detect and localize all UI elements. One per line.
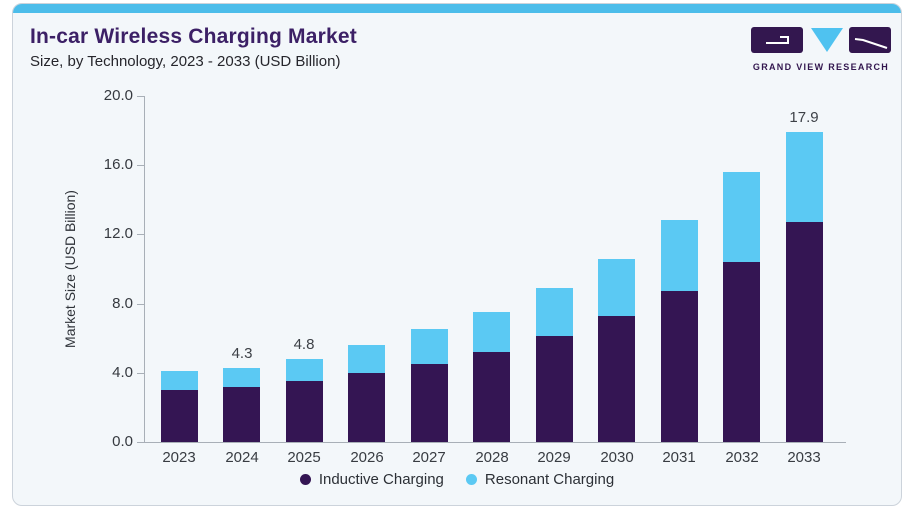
bar-segment-resonant (661, 220, 698, 291)
chart-subtitle: Size, by Technology, 2023 - 2033 (USD Bi… (30, 53, 341, 70)
legend-dot-icon (465, 474, 477, 485)
y-tick-mark (137, 442, 144, 443)
bar-segment-inductive (598, 316, 635, 442)
legend-label: Resonant Charging (484, 471, 615, 488)
y-tick-label: 20.0 (103, 87, 133, 104)
bar-segment-inductive (786, 222, 823, 442)
bar-segment-inductive (348, 373, 385, 442)
x-tick-label: 2025 (287, 449, 321, 466)
legend-item: Inductive Charging (299, 471, 444, 488)
y-axis-line (144, 96, 145, 443)
bar-segment-inductive (661, 291, 698, 442)
bar-segment-resonant (223, 368, 260, 387)
gvr-logo: GRAND VIEW RESEARCH (751, 27, 891, 72)
x-axis-line (144, 442, 846, 443)
y-tick-label: 8.0 (112, 295, 133, 312)
bar-segment-resonant (161, 371, 198, 390)
y-tick-mark (137, 373, 144, 374)
bar-segment-inductive (161, 390, 198, 442)
x-tick-label: 2024 (225, 449, 259, 466)
y-tick-mark (137, 234, 144, 235)
y-tick-mark (137, 304, 144, 305)
legend-dot-icon (299, 474, 311, 485)
bar-value-label: 4.8 (293, 336, 315, 353)
y-tick-label: 0.0 (112, 433, 133, 450)
y-axis-title: Market Size (USD Billion) (62, 190, 78, 348)
legend: Inductive Charging Resonant Charging (13, 471, 901, 488)
x-tick-label: 2028 (475, 449, 509, 466)
y-tick-label: 16.0 (103, 156, 133, 173)
plot-area: Market Size (USD Billion) 0.0 4.0 8.0 12.0 1… (13, 4, 901, 505)
bar-segment-inductive (536, 336, 573, 442)
bar-value-label: 17.9 (789, 109, 819, 126)
bar-segment-inductive (723, 262, 760, 442)
bar-segment-resonant (723, 172, 760, 262)
bar-segment-resonant (286, 359, 323, 381)
gvr-logo-mark (751, 27, 891, 53)
bar-segment-resonant (536, 288, 573, 336)
bar-segment-inductive (223, 387, 260, 442)
chart-title: In-car Wireless Charging Market (30, 25, 357, 48)
bar-segment-inductive (411, 364, 448, 442)
bar-segment-resonant (786, 132, 823, 222)
y-tick-mark (137, 165, 144, 166)
y-tick-mark (137, 96, 144, 97)
x-tick-label: 2033 (787, 449, 821, 466)
x-tick-label: 2027 (412, 449, 446, 466)
gvr-logo-text: GRAND VIEW RESEARCH (752, 62, 890, 72)
x-tick-label: 2030 (600, 449, 634, 466)
bar-segment-inductive (473, 352, 510, 442)
x-tick-label: 2031 (662, 449, 696, 466)
legend-item: Resonant Charging (465, 471, 615, 488)
x-tick-label: 2023 (162, 449, 196, 466)
y-tick-label: 4.0 (112, 364, 133, 381)
x-tick-label: 2029 (537, 449, 571, 466)
chart-header: In-car Wireless Charging Market Size, by… (30, 25, 357, 70)
x-tick-label: 2032 (725, 449, 759, 466)
top-accent-strip (13, 4, 901, 13)
y-tick-label: 12.0 (103, 225, 133, 242)
chart-card: In-car Wireless Charging Market Size, by… (12, 3, 902, 506)
x-tick-label: 2026 (350, 449, 384, 466)
bar-segment-resonant (598, 259, 635, 316)
bar-segment-inductive (286, 381, 323, 442)
bar-segment-resonant (473, 312, 510, 352)
legend-label: Inductive Charging (318, 471, 444, 488)
bar-value-label: 4.3 (231, 345, 253, 362)
bar-segment-resonant (348, 345, 385, 373)
bar-segment-resonant (411, 329, 448, 364)
